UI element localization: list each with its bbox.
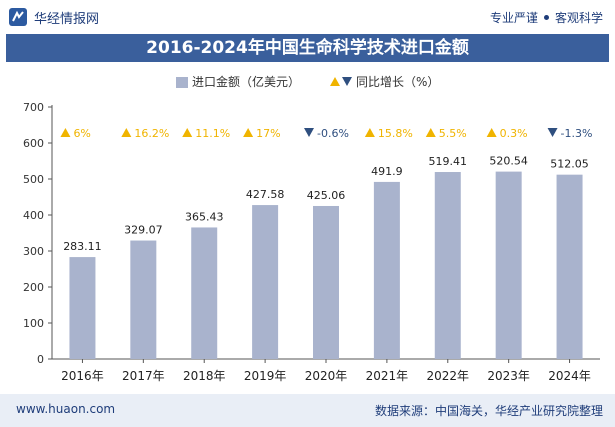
x-tick-label: 2018年 xyxy=(183,369,226,383)
bar-2016年 xyxy=(69,257,96,359)
legend-up-arrow-icon xyxy=(330,77,340,86)
x-tick-label: 2016年 xyxy=(61,369,104,383)
growth-down-arrow-icon xyxy=(547,128,558,137)
bar-2023年 xyxy=(495,171,522,359)
brand[interactable]: 华经情报网 xyxy=(8,7,99,27)
top-bar: 华经情报网 专业严谨 客观科学 xyxy=(0,0,615,34)
legend-down-arrow-icon xyxy=(342,77,352,86)
bar-value-label: 283.11 xyxy=(63,240,102,253)
bar-2019年 xyxy=(252,205,279,359)
bar-2021年 xyxy=(373,181,400,359)
growth-label: 15.8% xyxy=(378,127,413,140)
chart-title: 2016-2024年中国生命科学技术进口金额 xyxy=(6,34,609,62)
bar-2022年 xyxy=(434,172,461,359)
tag-objective: 客观科学 xyxy=(554,11,603,25)
x-tick-label: 2017年 xyxy=(122,369,165,383)
bar-2017年 xyxy=(130,240,157,359)
bar-chart: 0 100 200 300 400 500 600 700 进口金额（亿美元） 同比增长（%） 28… xyxy=(23,74,600,383)
growth-label: 5.5% xyxy=(439,127,467,140)
y-tick-label: 600 xyxy=(23,137,44,150)
bar-value-label: 329.07 xyxy=(124,224,163,237)
chart-area: 0 100 200 300 400 500 600 700 进口金额（亿美元） 同比增长（%） 28… xyxy=(0,62,615,394)
growth-up-arrow-icon xyxy=(243,128,254,137)
growth-up-arrow-icon xyxy=(60,128,71,137)
y-tick-label: 400 xyxy=(23,209,44,222)
y-tick-label: 100 xyxy=(23,317,44,330)
growth-up-arrow-icon xyxy=(182,128,193,137)
growth-up-arrow-icon xyxy=(425,128,436,137)
growth-up-arrow-icon xyxy=(121,128,132,137)
footer: www.huaon.com 数据来源：中国海关，华经产业研究院整理 xyxy=(0,394,615,427)
growth-label: 11.1% xyxy=(195,127,230,140)
growth-up-arrow-icon xyxy=(486,128,497,137)
legend-label-growth: 同比增长（%） xyxy=(356,75,439,89)
bar-2018年 xyxy=(191,227,218,359)
bar-2024年 xyxy=(556,174,583,359)
bar-value-label: 427.58 xyxy=(246,188,285,201)
growth-label: 16.2% xyxy=(134,127,169,140)
bar-value-label: 425.06 xyxy=(307,189,346,202)
header-tags: 专业严谨 客观科学 xyxy=(490,9,603,26)
website-link[interactable]: www.huaon.com xyxy=(16,402,116,416)
growth-label: -0.6% xyxy=(317,127,349,140)
growth-label: 17% xyxy=(256,127,280,140)
data-source: 数据来源：中国海关，华经产业研究院整理 xyxy=(374,404,603,418)
bar-value-label: 512.05 xyxy=(550,158,589,171)
huajing-logo-icon xyxy=(9,8,27,26)
x-tick-label: 2023年 xyxy=(487,369,530,383)
x-tick-label: 2022年 xyxy=(427,369,470,383)
bar-value-label: 365.43 xyxy=(185,210,224,223)
separator-dot-icon xyxy=(543,15,549,20)
y-tick-label: 700 xyxy=(23,101,44,114)
y-tick-label: 200 xyxy=(23,281,44,294)
x-tick-label: 2020年 xyxy=(305,369,348,383)
brand-name: 华经情报网 xyxy=(34,11,100,27)
x-tick-label: 2021年 xyxy=(366,369,409,383)
tag-professional: 专业严谨 xyxy=(489,11,538,25)
bar-value-label: 491.9 xyxy=(371,165,403,178)
growth-label: -1.3% xyxy=(561,127,593,140)
legend-swatch-import xyxy=(176,77,188,88)
y-tick-label: 300 xyxy=(23,245,44,258)
legend-label-import: 进口金额（亿美元） xyxy=(192,74,300,89)
bar-value-label: 520.54 xyxy=(489,155,528,168)
growth-down-arrow-icon xyxy=(304,128,314,137)
growth-up-arrow-icon xyxy=(364,128,375,137)
y-tick-label: 0 xyxy=(37,353,44,366)
growth-label: 0.3% xyxy=(500,127,528,140)
x-tick-label: 2024年 xyxy=(548,369,591,383)
bar-2020年 xyxy=(313,205,339,359)
growth-label: 6% xyxy=(73,127,90,140)
bar-value-label: 519.41 xyxy=(429,155,468,168)
x-tick-label: 2019年 xyxy=(244,369,287,383)
y-tick-label: 500 xyxy=(23,173,44,186)
